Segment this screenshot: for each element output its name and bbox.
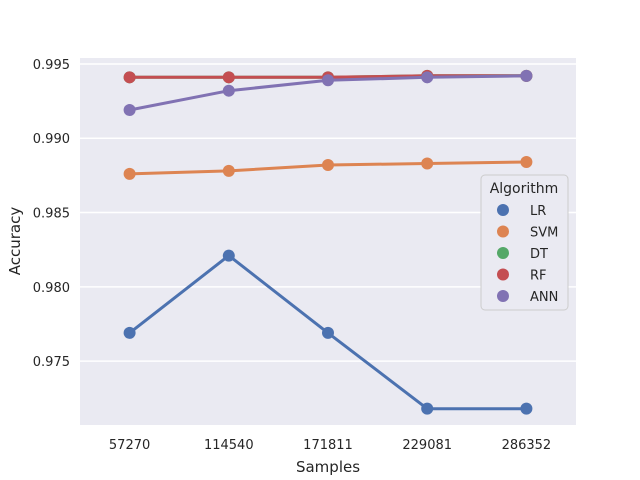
data-point	[222, 249, 235, 262]
legend-title: Algorithm	[490, 181, 559, 197]
y-tick-label: 0.990	[33, 132, 70, 147]
data-point	[520, 69, 533, 82]
legend-marker	[497, 268, 509, 281]
data-point	[421, 157, 434, 170]
x-tick-label: 171811	[303, 438, 353, 453]
y-tick-label: 0.995	[33, 58, 70, 73]
data-point	[123, 326, 136, 339]
legend-label: RF	[530, 269, 547, 284]
data-point	[520, 156, 533, 169]
series-layer	[123, 69, 533, 415]
data-point	[322, 326, 334, 339]
data-point	[322, 158, 334, 171]
y-tick-label: 0.985	[33, 207, 70, 222]
data-point	[520, 402, 533, 415]
data-point	[222, 84, 235, 97]
data-point	[123, 167, 136, 180]
legend-label: DT	[530, 247, 548, 262]
series-ann	[123, 69, 533, 117]
legend-label: SVM	[530, 226, 558, 241]
y-tick-label: 0.980	[33, 281, 70, 296]
legend-label: ANN	[530, 290, 558, 305]
data-point	[123, 71, 136, 84]
legend: Algorithm LR SVM DT RF ANN	[480, 174, 569, 311]
series-lr	[123, 249, 533, 415]
x-tick-labels: 57270 114540 171811 229081 286352	[109, 438, 551, 453]
data-point	[222, 164, 235, 177]
y-tick-label: 0.975	[33, 355, 70, 370]
legend-marker	[497, 204, 509, 216]
data-point	[421, 402, 434, 415]
series-svm	[123, 156, 533, 180]
data-point	[322, 74, 334, 87]
legend-marker	[497, 290, 509, 302]
y-axis-label: Accuracy	[6, 207, 24, 276]
x-axis-label: Samples	[296, 458, 360, 476]
data-point	[222, 71, 235, 84]
data-point	[421, 71, 434, 84]
x-tick-label: 286352	[502, 438, 552, 453]
x-tick-label: 114540	[204, 438, 254, 453]
x-tick-label: 57270	[109, 438, 150, 453]
data-point	[123, 104, 136, 117]
y-tick-labels: 0.975 0.980 0.985 0.990 0.995	[33, 58, 70, 370]
x-tick-label: 229081	[402, 438, 452, 453]
legend-label: LR	[530, 204, 546, 219]
legend-marker	[497, 225, 509, 238]
legend-marker	[497, 247, 509, 259]
